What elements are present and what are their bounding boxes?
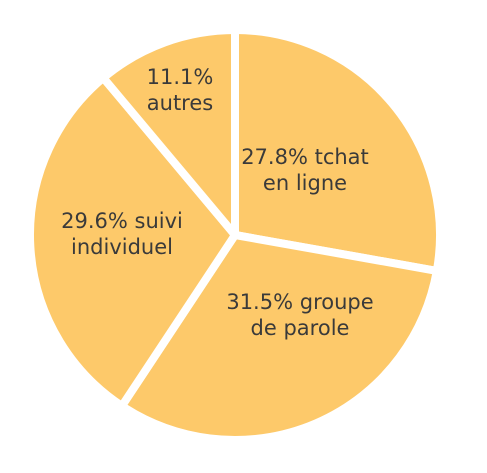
category-label: suivi individuel	[71, 209, 183, 259]
value-label: 31.5%	[226, 290, 294, 314]
category-label: tchat en ligne	[262, 145, 369, 195]
slice-label: 11.1% autres	[140, 64, 220, 116]
category-label: autres	[146, 91, 214, 115]
pie-slice	[231, 26, 444, 275]
pie-slice	[26, 73, 239, 410]
value-label: 29.6%	[61, 209, 128, 233]
pie-slice	[99, 26, 239, 239]
slice-label: 31.5% groupe de parole	[220, 289, 380, 341]
pie-slice	[117, 231, 441, 444]
value-label: 11.1%	[146, 65, 214, 89]
category-label: groupe de parole	[250, 290, 374, 340]
slice-label: 29.6% suivi individuel	[52, 208, 192, 260]
slice-label: 27.8% tchat en ligne	[235, 144, 375, 196]
value-label: 27.8%	[241, 145, 308, 169]
